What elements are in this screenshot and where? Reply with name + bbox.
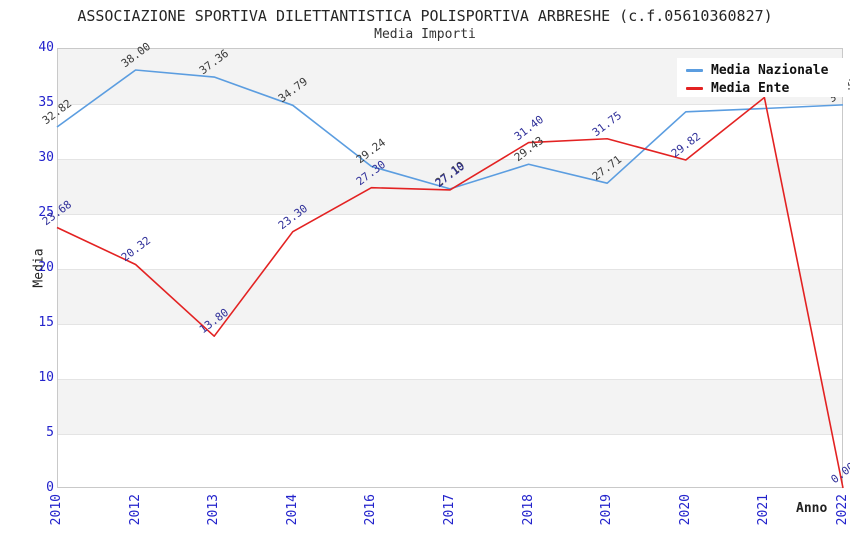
plot-band — [58, 379, 842, 434]
chart-subtitle: Media Importi — [374, 27, 476, 42]
gridline — [58, 379, 842, 380]
legend: Media Nazionale Media Ente — [677, 58, 848, 97]
y-tick-label: 5 — [46, 425, 54, 440]
y-tick-label: 35 — [38, 95, 54, 110]
plot-band — [58, 159, 842, 214]
legend-label: Media Nazionale — [711, 62, 829, 78]
line-swatch-red-icon — [686, 86, 703, 90]
legend-item-ente: Media Ente — [686, 79, 848, 97]
y-tick-label: 0 — [46, 480, 54, 495]
y-tick-label: 25 — [38, 205, 54, 220]
x-axis-label: Anno — [796, 501, 828, 516]
gridline — [58, 434, 842, 435]
y-tick-label: 40 — [38, 40, 54, 55]
line-swatch-blue-icon — [686, 68, 703, 72]
y-tick-label: 20 — [38, 260, 54, 275]
gridline — [58, 269, 842, 270]
series-line-media-nazionale — [56, 69, 844, 190]
y-tick-label: 10 — [38, 370, 54, 385]
y-tick-label: 15 — [38, 315, 54, 330]
y-tick-label: 30 — [38, 150, 54, 165]
legend-item-nazionale: Media Nazionale — [686, 61, 848, 79]
chart-title: ASSOCIAZIONE SPORTIVA DILETTANTISTICA PO… — [77, 7, 773, 25]
gridline — [58, 159, 842, 160]
plot-area — [57, 48, 843, 488]
legend-label: Media Ente — [711, 80, 790, 96]
gridline — [58, 324, 842, 325]
gridline — [58, 104, 842, 105]
plot-band — [58, 269, 842, 324]
series-line-media-ente — [56, 96, 844, 489]
gridline — [58, 214, 842, 215]
